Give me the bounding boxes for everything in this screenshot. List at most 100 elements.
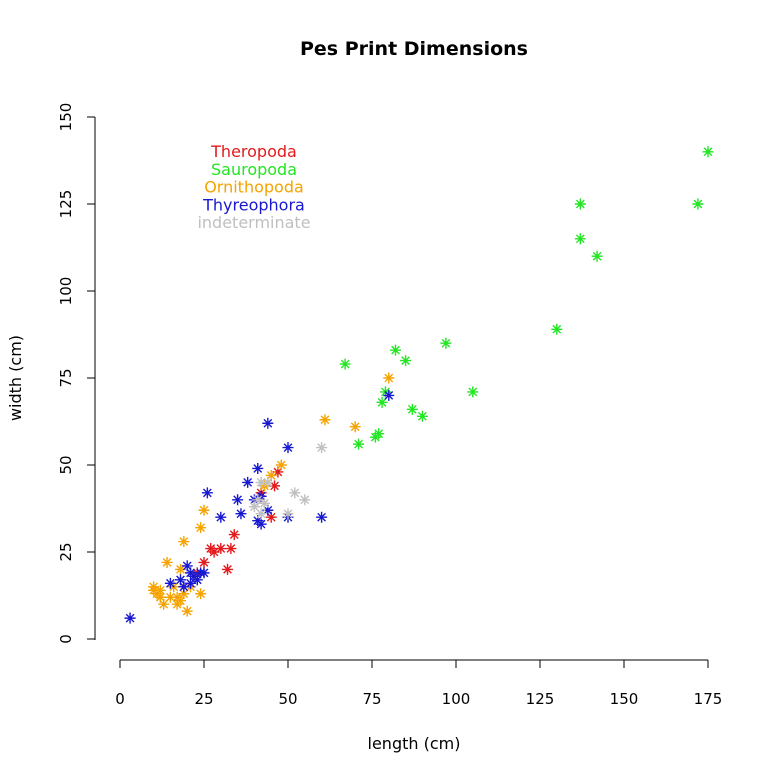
y-tick-label: 100 — [57, 277, 75, 306]
y-tick-label: 0 — [57, 634, 75, 644]
y-tick-label: 150 — [57, 103, 75, 132]
data-point — [181, 560, 193, 572]
data-point — [316, 511, 328, 523]
data-point — [174, 595, 186, 607]
data-point — [269, 480, 281, 492]
data-point — [416, 410, 428, 422]
legend-item: Ornithopoda — [204, 178, 304, 197]
series-indeterminate — [248, 442, 328, 520]
data-point — [161, 556, 173, 568]
data-point — [272, 466, 284, 478]
data-point — [255, 476, 267, 488]
data-point — [265, 511, 277, 523]
data-point — [248, 501, 260, 513]
data-point — [164, 591, 176, 603]
x-tick-label: 0 — [115, 690, 125, 708]
x-tick-label: 25 — [194, 690, 213, 708]
data-point — [383, 389, 395, 401]
data-point — [692, 198, 704, 210]
x-tick-label: 75 — [362, 690, 381, 708]
data-point — [195, 588, 207, 600]
data-point — [195, 522, 207, 534]
data-point — [551, 323, 563, 335]
data-point — [242, 476, 254, 488]
y-tick-label: 125 — [57, 190, 75, 219]
x-tick-label: 50 — [278, 690, 297, 708]
data-point — [319, 414, 331, 426]
x-tick-label: 175 — [694, 690, 723, 708]
data-point — [252, 462, 264, 474]
data-point — [376, 396, 388, 408]
data-point — [282, 442, 294, 454]
y-axis-ticks: 0 25 50 75 100 125 150 — [57, 103, 95, 644]
data-point — [208, 546, 220, 558]
data-point — [154, 591, 166, 603]
data-point — [440, 337, 452, 349]
y-axis-label: width (cm) — [6, 335, 25, 421]
data-point — [353, 438, 365, 450]
data-point — [185, 577, 197, 589]
data-point — [215, 543, 227, 555]
data-point — [591, 250, 603, 262]
data-point — [262, 417, 274, 429]
legend-item: Sauropoda — [211, 160, 297, 179]
data-point — [228, 529, 240, 541]
y-tick-label: 75 — [57, 368, 75, 387]
data-point — [316, 442, 328, 454]
legend-item: indeterminate — [197, 213, 310, 232]
data-point — [390, 344, 402, 356]
data-point — [406, 403, 418, 415]
data-point — [255, 518, 267, 530]
data-point — [164, 577, 176, 589]
data-point — [262, 504, 274, 516]
data-point — [181, 605, 193, 617]
data-point — [215, 511, 227, 523]
data-point — [198, 556, 210, 568]
data-point — [124, 612, 136, 624]
data-point — [225, 543, 237, 555]
data-point — [255, 508, 267, 520]
data-point — [191, 574, 203, 586]
data-point — [178, 588, 190, 600]
data-point — [198, 567, 210, 579]
data-point — [400, 355, 412, 367]
data-point — [702, 146, 714, 158]
data-point — [222, 563, 234, 575]
data-point — [174, 563, 186, 575]
x-tick-label: 150 — [610, 690, 639, 708]
data-point — [174, 574, 186, 586]
data-point — [232, 494, 244, 506]
y-tick-label: 50 — [57, 455, 75, 474]
chart-title: Pes Print Dimensions — [300, 38, 528, 60]
data-point — [158, 598, 170, 610]
data-points — [124, 146, 714, 624]
data-point — [201, 487, 213, 499]
x-tick-label: 100 — [442, 690, 471, 708]
legend-item: Thyreophora — [202, 195, 305, 214]
data-point — [574, 198, 586, 210]
data-point — [154, 584, 166, 596]
data-point — [383, 372, 395, 384]
legend: TheropodaSauropodaOrnithopodaThyreophora… — [197, 142, 310, 232]
data-point — [262, 476, 274, 488]
data-point — [198, 504, 210, 516]
data-point — [339, 358, 351, 370]
data-point — [148, 581, 160, 593]
data-point — [349, 421, 361, 433]
data-point — [299, 494, 311, 506]
data-point — [282, 508, 294, 520]
data-point — [178, 581, 190, 593]
legend-item: Theropoda — [210, 142, 297, 161]
data-point — [289, 487, 301, 499]
data-point — [252, 494, 264, 506]
data-point — [265, 469, 277, 481]
data-point — [574, 233, 586, 245]
data-point — [467, 386, 479, 398]
data-point — [275, 459, 287, 471]
data-point — [178, 536, 190, 548]
x-axis-ticks: 0 25 50 75 100 125 150 175 — [115, 660, 722, 708]
data-point — [235, 508, 247, 520]
x-axis-label: length (cm) — [368, 734, 461, 753]
